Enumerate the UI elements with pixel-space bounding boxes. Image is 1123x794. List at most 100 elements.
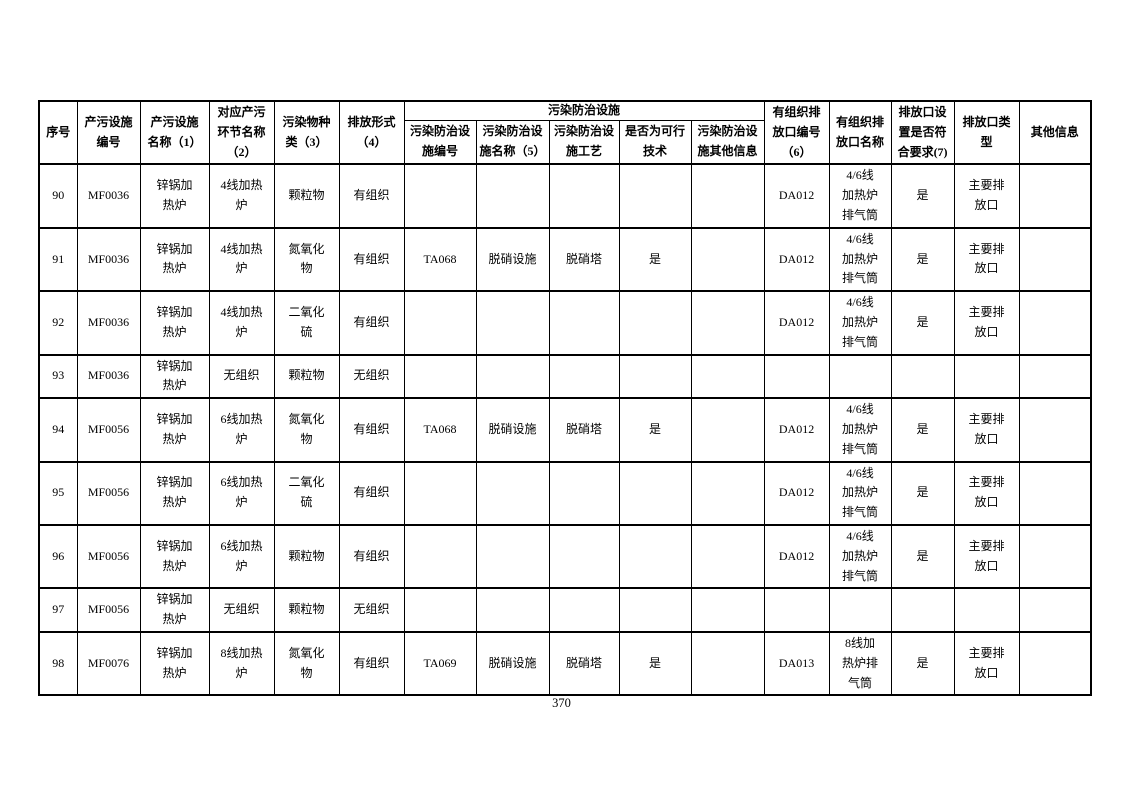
table-cell-r5-c5: 有组织 bbox=[338, 460, 405, 526]
header-cell-group: 污染防治设施 bbox=[403, 100, 765, 121]
table-cell-r8-c7: 脱硝设施 bbox=[475, 630, 550, 697]
table-cell-r4-c5: 有组织 bbox=[338, 397, 405, 463]
table-cell-r6-c2: 锌锅加 热炉 bbox=[139, 523, 210, 590]
table-cell-r5-c4: 二氧化 硫 bbox=[273, 460, 340, 526]
header-cell-left-5: 排放形式 （4） bbox=[338, 100, 405, 165]
table-cell-r6-c13: 是 bbox=[890, 523, 955, 590]
table-cell-r6-c9 bbox=[618, 523, 692, 590]
table-cell-r6-c15 bbox=[1018, 523, 1092, 590]
table-row: 92 MF0036 锌锅加 热炉 4线加热 炉二氧化 硫有组织 DA012 4/6线 加热… bbox=[38, 290, 1092, 356]
table-cell-r3-c7 bbox=[475, 353, 550, 400]
table-cell-r7-c14 bbox=[953, 587, 1020, 633]
table-cell-r1-c7: 脱硝设施 bbox=[475, 226, 550, 293]
table-cell-r7-c8 bbox=[548, 587, 620, 633]
table-row: 91 MF0036 锌锅加 热炉 4线加热 炉氮氧化 物有组织 TA068 脱硝设施 脱硝塔… bbox=[38, 226, 1092, 293]
table-cell-r1-c13: 是 bbox=[890, 226, 955, 293]
table-cell-r5-c14: 主要排 放口 bbox=[953, 460, 1020, 526]
table-cell-r7-c12 bbox=[828, 587, 892, 633]
table-cell-r2-c12: 4/6线 加热炉 排气筒 bbox=[828, 290, 892, 356]
table-cell-r5-c2: 锌锅加 热炉 bbox=[139, 460, 210, 526]
table-cell-r5-c15 bbox=[1018, 460, 1092, 526]
table-cell-r1-c15 bbox=[1018, 226, 1092, 293]
table-cell-r7-c0: 97 bbox=[38, 587, 78, 633]
table-cell-r6-c5: 有组织 bbox=[338, 523, 405, 590]
table-cell-r5-c0: 95 bbox=[38, 460, 78, 526]
table-cell-r0-c9 bbox=[618, 163, 692, 229]
header-cell-sub-2: 污染防治设 施工艺 bbox=[548, 119, 620, 165]
table-cell-r1-c6: TA068 bbox=[403, 226, 477, 293]
table-cell-r4-c8: 脱硝塔 bbox=[548, 397, 620, 463]
table-cell-r3-c3: 无组织 bbox=[208, 353, 275, 400]
table-cell-r3-c2: 锌锅加 热炉 bbox=[139, 353, 210, 400]
table-cell-r2-c7 bbox=[475, 290, 550, 356]
table-cell-r8-c8: 脱硝塔 bbox=[548, 630, 620, 697]
table-cell-r1-c0: 91 bbox=[38, 226, 78, 293]
table-cell-r2-c6 bbox=[403, 290, 477, 356]
table-cell-r6-c10 bbox=[690, 523, 765, 590]
table-cell-r5-c6 bbox=[403, 460, 477, 526]
table-cell-r7-c6 bbox=[403, 587, 477, 633]
table-cell-r0-c4: 颗粒物 bbox=[273, 163, 340, 229]
table-cell-r3-c5: 无组织 bbox=[338, 353, 405, 400]
table-cell-r6-c8 bbox=[548, 523, 620, 590]
table-cell-r3-c15 bbox=[1018, 353, 1092, 400]
table-cell-r7-c11 bbox=[763, 587, 830, 633]
table-cell-r6-c11: DA012 bbox=[763, 523, 830, 590]
table-cell-r4-c14: 主要排 放口 bbox=[953, 397, 1020, 463]
table-cell-r7-c4: 颗粒物 bbox=[273, 587, 340, 633]
table-row: 96 MF0056 锌锅加 热炉 6线加热 炉颗粒物 有组织 DA012 4/6线 加热炉 … bbox=[38, 523, 1092, 590]
table-cell-r5-c1: MF0056 bbox=[76, 460, 141, 526]
table-cell-r4-c1: MF0056 bbox=[76, 397, 141, 463]
table-row: 97 MF0056 锌锅加 热炉 无组织 颗粒物 无组织 bbox=[38, 587, 1092, 633]
pollution-facility-table: 序号 产污设施 编号 产污设施 名称（1） 对应产污 环节名称 （2） 污染物种 类（3… bbox=[38, 100, 1093, 697]
header-row-group: 序号 产污设施 编号 产污设施 名称（1） 对应产污 环节名称 （2） 污染物种 类（3… bbox=[38, 100, 1092, 165]
table-cell-r6-c0: 96 bbox=[38, 523, 78, 590]
table-cell-r6-c7 bbox=[475, 523, 550, 590]
table-cell-r3-c13 bbox=[890, 353, 955, 400]
table-cell-r5-c8 bbox=[548, 460, 620, 526]
table-cell-r6-c6 bbox=[403, 523, 477, 590]
table-cell-r0-c11: DA012 bbox=[763, 163, 830, 229]
table-cell-r4-c0: 94 bbox=[38, 397, 78, 463]
header-row-sub: 污染防治设 施编号 污染防治设 施名称（5） 污染防治设 施工艺 是否为可行 技术 污染… bbox=[39, 119, 1091, 165]
table-cell-r7-c5: 无组织 bbox=[338, 587, 405, 633]
table-cell-r8-c0: 98 bbox=[38, 630, 78, 697]
table-cell-r7-c10 bbox=[690, 587, 765, 633]
header-cell-right-3: 排放口类 型 bbox=[953, 100, 1020, 165]
table-cell-r1-c2: 锌锅加 热炉 bbox=[139, 226, 210, 293]
table-cell-r7-c15 bbox=[1018, 587, 1092, 633]
table-cell-r1-c9: 是 bbox=[618, 226, 692, 293]
table-row: 93 MF0036 锌锅加 热炉 无组织 颗粒物 无组织 bbox=[38, 353, 1092, 400]
table-cell-r1-c11: DA012 bbox=[763, 226, 830, 293]
table-cell-r7-c13 bbox=[890, 587, 955, 633]
table-cell-r2-c0: 92 bbox=[38, 290, 78, 356]
table-cell-r3-c1: MF0036 bbox=[76, 353, 141, 400]
table-cell-r7-c1: MF0056 bbox=[76, 587, 141, 633]
table-cell-r2-c14: 主要排 放口 bbox=[953, 290, 1020, 356]
table-cell-r1-c4: 氮氧化 物 bbox=[273, 226, 340, 293]
table-cell-r2-c13: 是 bbox=[890, 290, 955, 356]
table-cell-r0-c2: 锌锅加 热炉 bbox=[139, 163, 210, 229]
header-cell-sub-3: 是否为可行 技术 bbox=[618, 119, 692, 165]
table-cell-r2-c1: MF0036 bbox=[76, 290, 141, 356]
header-cell-left-3: 对应产污 环节名称 （2） bbox=[208, 100, 275, 165]
table-cell-r7-c7 bbox=[475, 587, 550, 633]
table-body: 90 MF0036 锌锅加 热炉 4线加热 炉颗粒物 有组织 DA012 4/6线 加热炉 … bbox=[38, 163, 1092, 697]
table-cell-r0-c3: 4线加热 炉 bbox=[208, 163, 275, 229]
table-cell-r3-c12 bbox=[828, 353, 892, 400]
table-cell-r1-c5: 有组织 bbox=[338, 226, 405, 293]
table-cell-r1-c12: 4/6线 加热炉 排气筒 bbox=[828, 226, 892, 293]
table-cell-r7-c9 bbox=[618, 587, 692, 633]
table-cell-r6-c1: MF0056 bbox=[76, 523, 141, 590]
table-cell-r3-c10 bbox=[690, 353, 765, 400]
table-cell-r4-c9: 是 bbox=[618, 397, 692, 463]
table-cell-r3-c9 bbox=[618, 353, 692, 400]
table-cell-r2-c2: 锌锅加 热炉 bbox=[139, 290, 210, 356]
table-cell-r8-c10 bbox=[690, 630, 765, 697]
table-row: 95 MF0056 锌锅加 热炉 6线加热 炉二氧化 硫有组织 DA012 4/6线 加热… bbox=[38, 460, 1092, 526]
table-cell-r4-c3: 6线加热 炉 bbox=[208, 397, 275, 463]
table-cell-r0-c5: 有组织 bbox=[338, 163, 405, 229]
table-cell-r4-c11: DA012 bbox=[763, 397, 830, 463]
table-cell-r2-c15 bbox=[1018, 290, 1092, 356]
